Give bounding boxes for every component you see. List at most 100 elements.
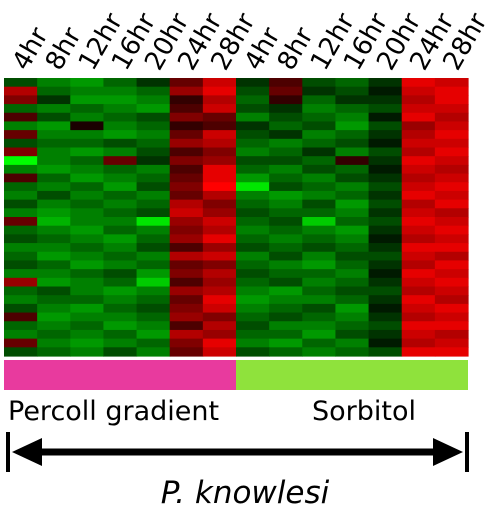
heatmap-cell [368, 156, 403, 166]
heatmap-cell [434, 112, 469, 123]
heatmap-cell [434, 295, 469, 305]
heatmap-cell [169, 303, 204, 314]
heatmap-cell [368, 303, 403, 314]
species-label: P. knowlesi [161, 475, 330, 511]
heatmap-cell [269, 295, 303, 305]
heatmap-cell [136, 95, 171, 105]
heatmap-cell [103, 217, 138, 227]
heatmap-cell [103, 269, 138, 279]
heatmap-cell [37, 347, 71, 357]
heatmap-cell [401, 260, 436, 270]
heatmap-cell [70, 286, 105, 296]
heatmap-cell [37, 312, 71, 322]
heatmap-cell [368, 347, 403, 357]
heatmap-cell [37, 286, 71, 296]
heatmap-cell [202, 225, 237, 235]
heatmap-cell [434, 312, 469, 322]
heatmap-cell [269, 147, 303, 157]
heatmap-cell [136, 130, 171, 140]
heatmap-cell [401, 156, 436, 166]
heatmap-cell [368, 338, 403, 348]
heatmap-cell [4, 295, 38, 305]
heatmap-cell [302, 95, 337, 105]
heatmap-cell [269, 234, 303, 244]
heatmap-cell [103, 112, 138, 123]
heatmap-cell [70, 130, 105, 140]
heatmap-cell [434, 329, 469, 340]
heatmap-cell [103, 312, 138, 322]
heatmap-cell [269, 112, 303, 123]
heatmap-cell [335, 173, 370, 183]
heatmap-cell [269, 277, 303, 288]
heatmap-cell [302, 295, 337, 305]
heatmap-cell [269, 138, 303, 149]
heatmap-cell [37, 260, 71, 270]
heatmap-cell [236, 243, 270, 253]
heatmap-cell [302, 78, 337, 88]
heatmap-cell [103, 329, 138, 340]
heatmap-cell [169, 234, 204, 244]
heatmap-cell [103, 199, 138, 209]
heatmap-cell [169, 338, 204, 348]
heatmap-cell [368, 104, 403, 114]
heatmap-cell [70, 95, 105, 105]
heatmap-cell [335, 277, 370, 288]
heatmap-cell [401, 338, 436, 348]
heatmap-cell [335, 121, 370, 131]
heatmap-cell [136, 208, 171, 218]
heatmap-cell [434, 277, 469, 288]
heatmap-cell [136, 338, 171, 348]
heatmap-cell [103, 225, 138, 235]
heatmap-cell [4, 147, 38, 157]
heatmap-cell [103, 347, 138, 357]
heatmap-cell [202, 95, 237, 105]
heatmap-cell [335, 347, 370, 357]
heatmap-cell [202, 338, 237, 348]
heatmap-cell [434, 86, 469, 96]
heatmap-cell [434, 78, 469, 88]
heatmap-cell [302, 199, 337, 209]
heatmap-cell [136, 347, 171, 357]
heatmap-cell [4, 286, 38, 296]
heatmap-cell [434, 251, 469, 262]
heatmap-cell [368, 121, 403, 131]
heatmap-cell [169, 130, 204, 140]
heatmap-cell [4, 234, 38, 244]
heatmap-cell [302, 104, 337, 114]
heatmap-cell [37, 303, 71, 314]
heatmap-cell [335, 78, 370, 88]
heatmap-cell [202, 104, 237, 114]
heatmap-cell [269, 286, 303, 296]
heatmap-cell [236, 138, 270, 149]
heatmap-cell [169, 190, 204, 201]
heatmap-cell [169, 260, 204, 270]
heatmap-cell [368, 251, 403, 262]
heatmap-cell [4, 156, 38, 166]
heatmap-cell [103, 321, 138, 331]
heatmap-cell [236, 321, 270, 331]
heatmap-cell [269, 86, 303, 96]
heatmap-cell [236, 303, 270, 314]
heatmap-cell [236, 190, 270, 201]
heatmap-cell [401, 251, 436, 262]
heatmap-cell [434, 243, 469, 253]
heatmap-cell [269, 251, 303, 262]
heatmap-cell [4, 338, 38, 348]
heatmap-cell [269, 217, 303, 227]
heatmap-cell [136, 199, 171, 209]
heatmap-cell [4, 121, 38, 131]
heatmap-cell [70, 243, 105, 253]
heatmap-cell [302, 286, 337, 296]
heatmap-cell [169, 329, 204, 340]
heatmap-cell [103, 164, 138, 175]
heatmap-cell [368, 199, 403, 209]
heatmap-cell [434, 286, 469, 296]
heatmap-cell [236, 217, 270, 227]
heatmap-cell [202, 156, 237, 166]
heatmap-cell [202, 277, 237, 288]
heatmap-cell [70, 173, 105, 183]
heatmap-cell [136, 78, 171, 88]
heatmap-cell [335, 138, 370, 149]
heatmap-cell [202, 164, 237, 175]
heatmap-cell [335, 260, 370, 270]
